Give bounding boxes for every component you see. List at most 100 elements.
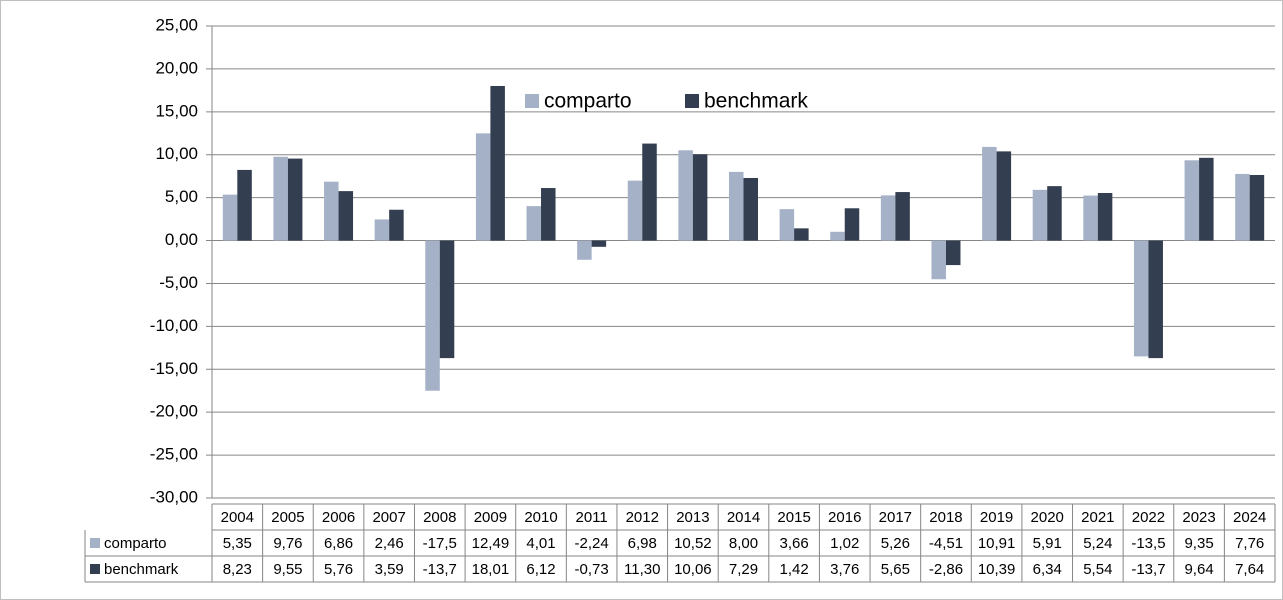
- table-value: 7,29: [729, 561, 758, 578]
- legend-key: [525, 94, 539, 108]
- legend-label: comparto: [544, 90, 632, 113]
- bar: [439, 240, 455, 359]
- x-tick-label: 2012: [626, 509, 659, 526]
- table-value: 8,00: [729, 535, 758, 552]
- table-value: 10,52: [674, 535, 712, 552]
- bar: [324, 181, 339, 241]
- table-value: 1,02: [830, 535, 859, 552]
- bar: [1148, 240, 1163, 359]
- x-tick-label: 2023: [1182, 509, 1215, 526]
- table-value: -13,7: [423, 561, 457, 578]
- table-value: 6,86: [324, 535, 353, 552]
- y-tick-label: -25,00: [150, 445, 198, 464]
- table-value: 3,59: [375, 561, 404, 578]
- bar: [1083, 195, 1098, 241]
- bar: [338, 191, 354, 241]
- x-tick-label: 2008: [423, 509, 456, 526]
- x-tick-label: 2016: [828, 509, 861, 526]
- bar: [237, 169, 252, 241]
- bar: [1097, 193, 1113, 241]
- bar: [627, 180, 643, 241]
- y-tick-label: -15,00: [150, 359, 198, 378]
- table-legend-key: [90, 538, 100, 548]
- table-value: 6,12: [526, 561, 555, 578]
- table-value: 5,54: [1083, 561, 1112, 578]
- table-value: 3,76: [830, 561, 859, 578]
- table-value: 18,01: [472, 561, 510, 578]
- bar: [526, 206, 542, 241]
- y-tick-label: -5,00: [159, 273, 198, 292]
- x-tick-label: 2011: [576, 509, 608, 526]
- table-value: 1,42: [780, 561, 809, 578]
- table-value: 5,26: [881, 535, 910, 552]
- bar: [729, 171, 744, 241]
- y-tick-label: 20,00: [155, 58, 198, 77]
- bar: [779, 209, 795, 241]
- table-value: 10,39: [978, 561, 1016, 578]
- x-tick-label: 2005: [271, 509, 304, 526]
- table-value: 7,64: [1235, 561, 1264, 578]
- y-tick-label: -30,00: [150, 487, 198, 506]
- table-series-name: benchmark: [104, 561, 179, 578]
- bar: [591, 240, 607, 247]
- table-value: 10,91: [978, 535, 1016, 552]
- table-value: 5,76: [324, 561, 353, 578]
- table-value: 5,65: [881, 561, 910, 578]
- x-tick-label: 2021: [1081, 509, 1114, 526]
- table-value: -17,5: [423, 535, 457, 552]
- x-tick-label: 2022: [1132, 509, 1165, 526]
- table-value: 8,23: [223, 561, 252, 578]
- bar: [880, 195, 896, 241]
- bar: [287, 158, 303, 241]
- bar: [945, 240, 961, 266]
- y-tick-label: -10,00: [150, 316, 198, 335]
- y-tick-label: 15,00: [155, 101, 198, 120]
- table-series-name: comparto: [104, 535, 167, 552]
- bar: [931, 240, 946, 280]
- bar: [1184, 160, 1200, 241]
- bar: [273, 156, 288, 241]
- bar: [1032, 189, 1048, 241]
- x-tick-label: 2014: [727, 509, 760, 526]
- table-value: 9,64: [1184, 561, 1213, 578]
- bar: [541, 188, 556, 241]
- table-value: 2,46: [375, 535, 404, 552]
- x-tick-label: 2006: [322, 509, 355, 526]
- bar: [222, 194, 238, 241]
- table-value: -13,7: [1131, 561, 1165, 578]
- bar: [577, 240, 592, 260]
- bar: [982, 146, 997, 241]
- table-value: 9,55: [273, 561, 302, 578]
- x-tick-label: 2007: [372, 509, 405, 526]
- table-value: 12,49: [472, 535, 510, 552]
- bar: [425, 240, 440, 391]
- table-value: 10,06: [674, 561, 712, 578]
- legend-key: [685, 94, 699, 108]
- table-value: -2,24: [575, 535, 609, 552]
- table-legend-key: [90, 564, 100, 574]
- y-tick-label: 0,00: [165, 230, 198, 249]
- table-value: -4,51: [929, 535, 963, 552]
- y-tick-label: 10,00: [155, 144, 198, 163]
- table-value: 5,35: [223, 535, 252, 552]
- table-value: 11,30: [624, 561, 660, 578]
- table-value: 9,35: [1184, 535, 1213, 552]
- table-value: -13,5: [1131, 535, 1165, 552]
- x-tick-label: 2004: [221, 509, 254, 526]
- bar: [374, 219, 390, 241]
- table-value: 4,01: [526, 535, 555, 552]
- bar: [1133, 240, 1149, 357]
- x-tick-label: 2010: [524, 509, 557, 526]
- bar: [490, 85, 505, 241]
- x-tick-label: 2017: [879, 509, 912, 526]
- bar: [1235, 173, 1250, 241]
- bar: [475, 133, 491, 241]
- bar: [389, 209, 404, 241]
- bar: [678, 150, 693, 241]
- bar: [1249, 174, 1265, 241]
- bar: [692, 154, 708, 241]
- y-tick-label: 5,00: [165, 187, 198, 206]
- x-tick-label: 2018: [929, 509, 962, 526]
- x-tick-label: 2024: [1233, 509, 1266, 526]
